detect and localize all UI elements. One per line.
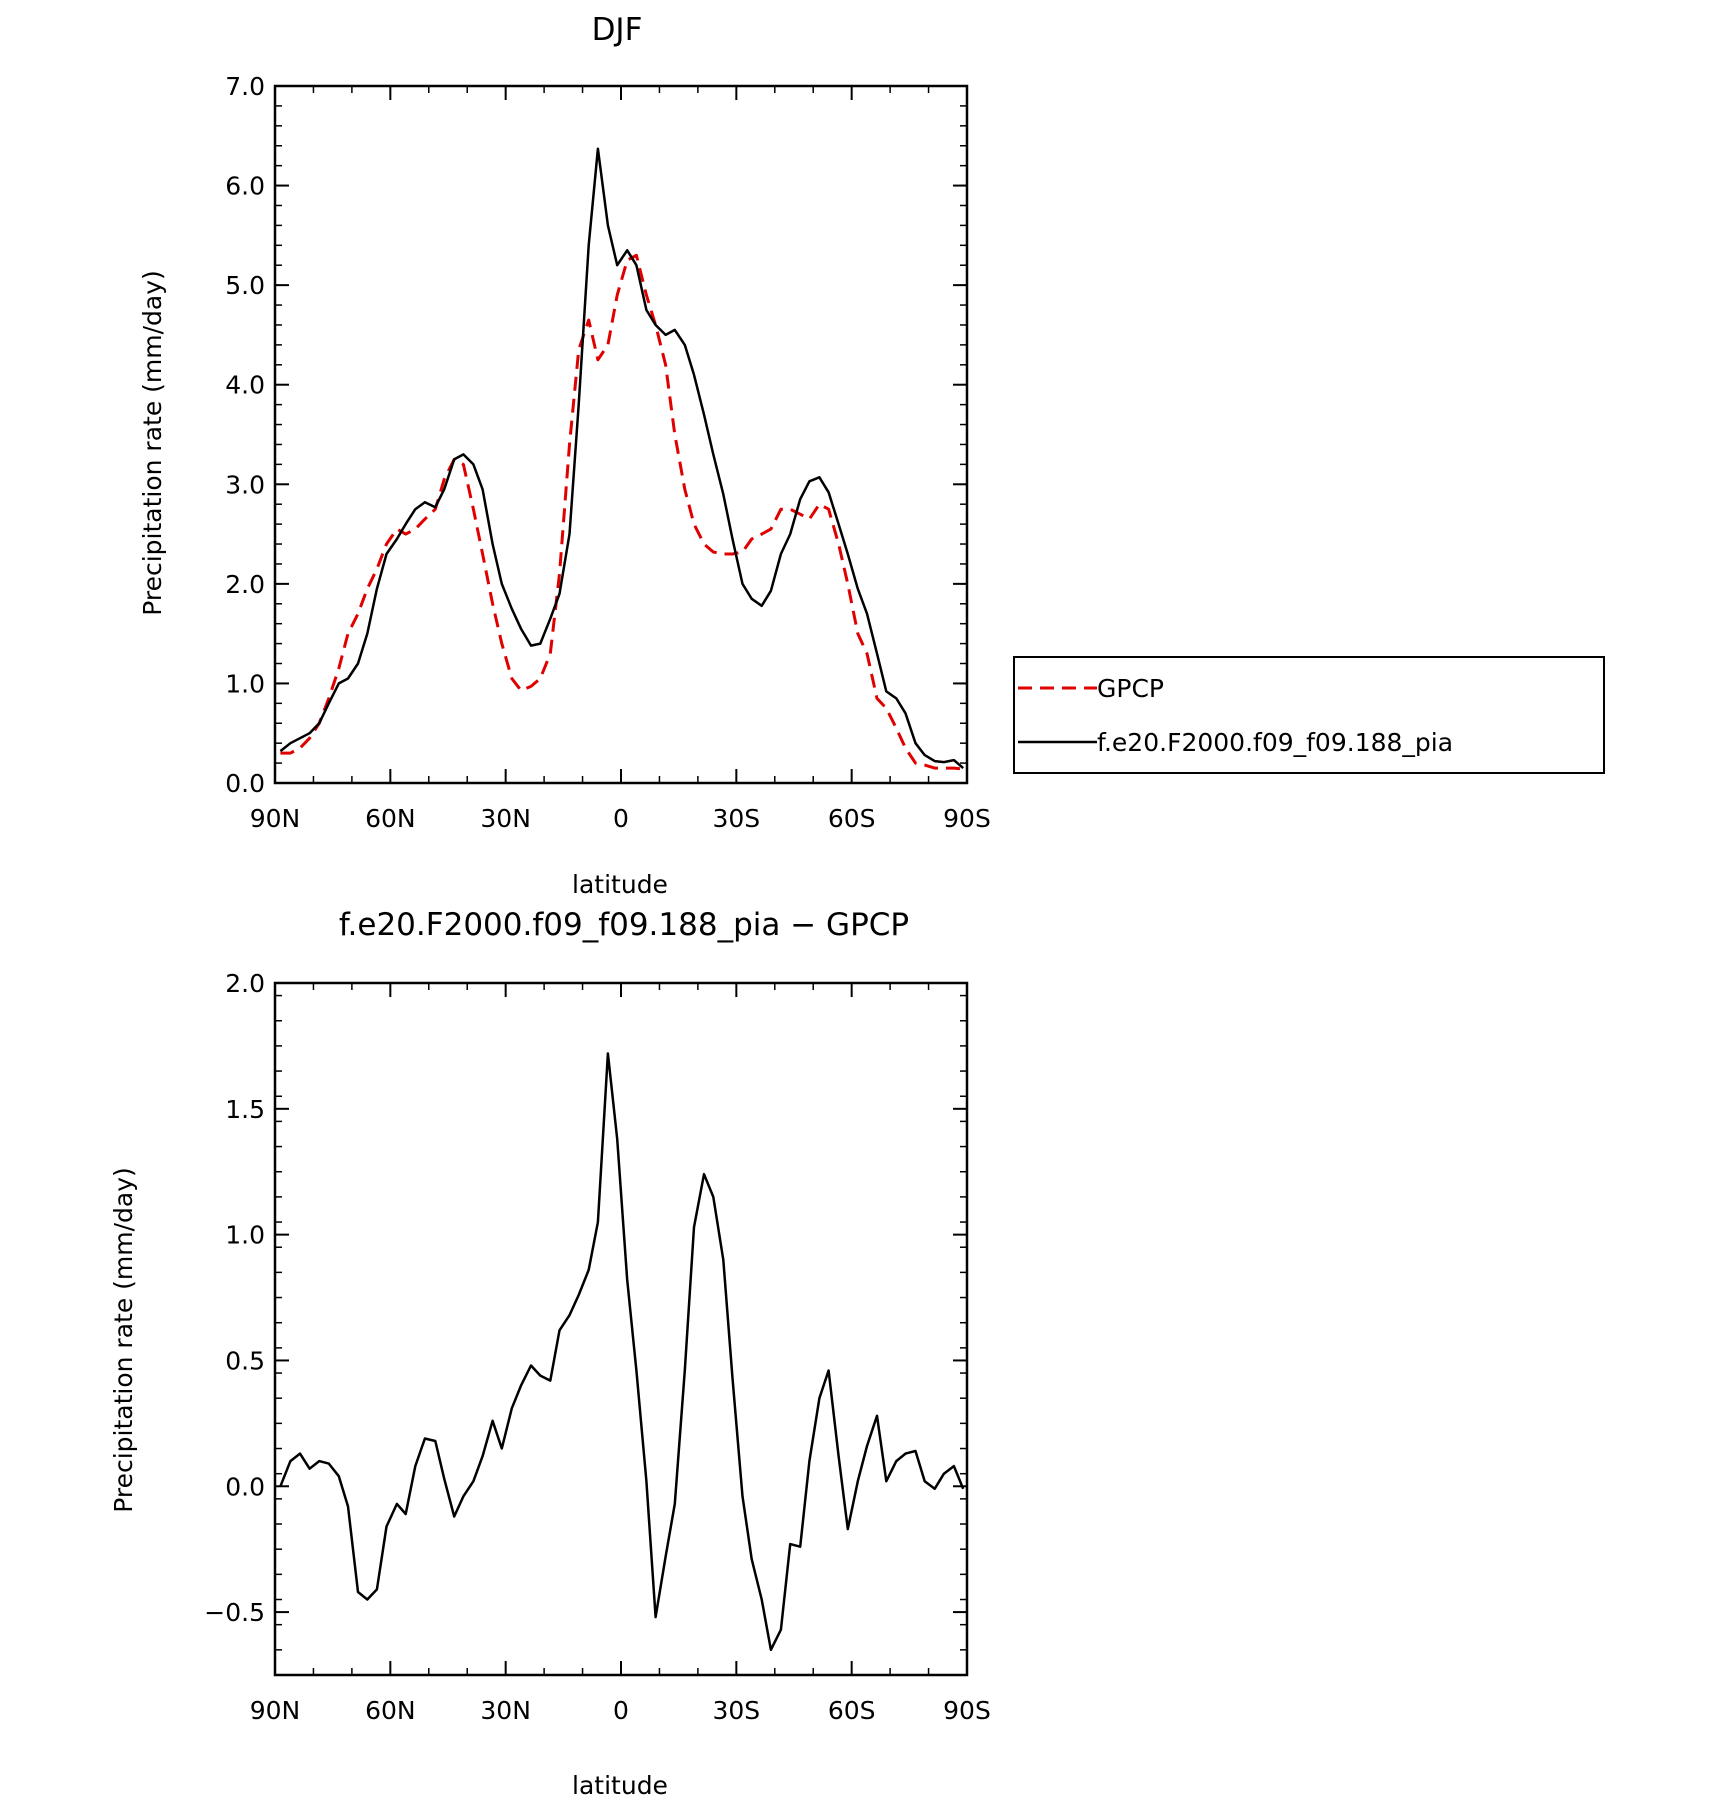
x-tick-label: 90S [943, 804, 991, 833]
x-tick-label: 30N [480, 804, 531, 833]
y-tick-label: 1.5 [225, 1095, 265, 1124]
y-tick-label: 2.0 [225, 570, 265, 599]
y-tick-label: 4.0 [225, 371, 265, 400]
series-line-f-e20-f2000-f09-f09-188-pia [279, 147, 965, 770]
x-tick-label: 60S [828, 1696, 876, 1725]
y-tick-label: 7.0 [225, 72, 265, 101]
x-tick-label: 60N [365, 1696, 416, 1725]
y-tick-label: 0.0 [225, 769, 265, 798]
x-tick-label: 60N [365, 804, 416, 833]
legend-box [1013, 656, 1605, 774]
series-line-difference [279, 1052, 965, 1652]
x-tick-label: 30S [712, 1696, 760, 1725]
series-line-gpcp [280, 253, 964, 771]
x-tick-label: 90N [250, 1696, 301, 1725]
chart-panel-djf: DJF 90N 60N 30N 0 30S 60S 90S 0.0 1.0 2.0 3.0 4.0 5.… [138, 12, 1605, 899]
x-tick-label: 30S [712, 804, 760, 833]
chart-panel-difference: f.e20.F2000.f09_f09.188_pia − GPCP 90N 60… [109, 907, 991, 1800]
y-tick-label: −0.5 [204, 1598, 265, 1627]
legend-label-gpcp: GPCP [1097, 674, 1164, 703]
x-tick-label: 60S [828, 804, 876, 833]
legend: GPCP f.e20.F2000.f09_f09.188_pia [1013, 656, 1605, 774]
legend-label-model: f.e20.F2000.f09_f09.188_pia [1097, 728, 1453, 757]
chart-title: DJF [592, 12, 643, 48]
y-tick-label: 0.5 [225, 1346, 265, 1375]
plot-frame [273, 981, 969, 1677]
x-axis-label: latitude [572, 870, 668, 899]
x-tick-label: 90N [250, 804, 301, 833]
plot-frame [273, 84, 969, 785]
x-tick-label: 90S [943, 1696, 991, 1725]
x-axis-label: latitude [572, 1771, 668, 1800]
y-tick-label: 5.0 [225, 271, 265, 300]
chart-title: f.e20.F2000.f09_f09.188_pia − GPCP [339, 907, 909, 943]
y-tick-label: 2.0 [225, 969, 265, 998]
x-tick-label: 0 [613, 1696, 629, 1725]
y-tick-label: 0.0 [225, 1472, 265, 1501]
y-tick-label: 1.0 [225, 669, 265, 698]
y-axis-label: Precipitation rate (mm/day) [138, 270, 167, 616]
y-tick-label: 1.0 [225, 1221, 265, 1250]
x-tick-label: 0 [613, 804, 629, 833]
y-tick-label: 6.0 [225, 172, 265, 201]
y-axis-label: Precipitation rate (mm/day) [109, 1167, 138, 1513]
x-tick-label: 30N [480, 1696, 531, 1725]
y-tick-label: 3.0 [225, 470, 265, 499]
